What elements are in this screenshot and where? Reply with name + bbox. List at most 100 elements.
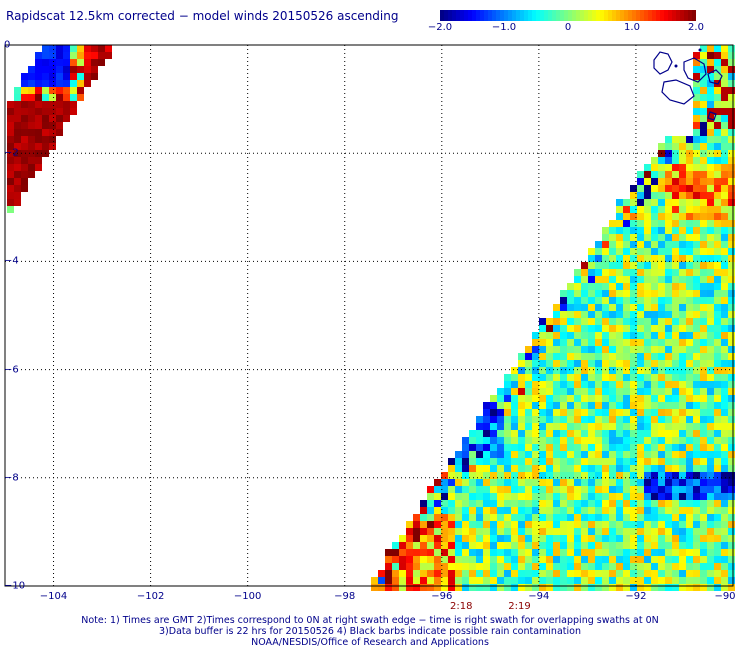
wind-cell (441, 535, 448, 542)
wind-cell (630, 185, 637, 192)
wind-cell (728, 241, 735, 248)
wind-cell (469, 535, 476, 542)
wind-cell (462, 493, 469, 500)
wind-cell (518, 437, 525, 444)
wind-cell (49, 94, 56, 101)
wind-cell (637, 269, 644, 276)
wind-cell (630, 248, 637, 255)
wind-cell (469, 507, 476, 514)
wind-cell (721, 73, 728, 80)
wind-cell (504, 500, 511, 507)
wind-cell (644, 269, 651, 276)
wind-cell (476, 507, 483, 514)
wind-cell (630, 479, 637, 486)
wind-cell (672, 353, 679, 360)
wind-cell (42, 66, 49, 73)
wind-cell (658, 241, 665, 248)
wind-cell (714, 374, 721, 381)
wind-cell (623, 339, 630, 346)
wind-cell (651, 381, 658, 388)
wind-cell (651, 297, 658, 304)
wind-cell (609, 262, 616, 269)
wind-cell (35, 66, 42, 73)
wind-cell (651, 304, 658, 311)
wind-cell (455, 458, 462, 465)
wind-cell (679, 423, 686, 430)
wind-cell (637, 465, 644, 472)
wind-cell (399, 577, 406, 584)
colorbar-swatch (516, 10, 521, 21)
wind-cell (665, 311, 672, 318)
wind-cell (518, 465, 525, 472)
wind-cell (686, 514, 693, 521)
colorbar-swatch (608, 10, 613, 21)
wind-cell (532, 444, 539, 451)
wind-cell (700, 234, 707, 241)
wind-cell (658, 535, 665, 542)
wind-cell (658, 318, 665, 325)
wind-cell (672, 283, 679, 290)
wind-cell (539, 423, 546, 430)
wind-cell (693, 129, 700, 136)
wind-cell (455, 514, 462, 521)
wind-cell (28, 150, 35, 157)
wind-cell (651, 360, 658, 367)
wind-cell (546, 318, 553, 325)
colorbar-swatch (560, 10, 565, 21)
wind-cell (714, 423, 721, 430)
wind-cell (497, 472, 504, 479)
wind-cell (588, 332, 595, 339)
wind-cell (630, 395, 637, 402)
wind-cell (602, 577, 609, 584)
colorbar-swatch (664, 10, 669, 21)
wind-cell (441, 570, 448, 577)
wind-cell (679, 276, 686, 283)
wind-cell (441, 577, 448, 584)
wind-cell (721, 276, 728, 283)
wind-cell (595, 465, 602, 472)
wind-cell (623, 542, 630, 549)
colorbar-swatch (544, 10, 549, 21)
wind-cell (504, 542, 511, 549)
wind-cell (714, 451, 721, 458)
wind-cell (665, 318, 672, 325)
wind-cell (574, 570, 581, 577)
wind-cell (525, 374, 532, 381)
wind-cell (644, 374, 651, 381)
wind-cell (525, 395, 532, 402)
wind-cell (644, 521, 651, 528)
wind-cell (651, 318, 658, 325)
wind-cell (518, 416, 525, 423)
swath-time-label: 2:18 (449, 601, 473, 612)
wind-cell (567, 353, 574, 360)
wind-cell (679, 395, 686, 402)
wind-cell (504, 486, 511, 493)
wind-cell (553, 423, 560, 430)
wind-cell (462, 556, 469, 563)
wind-cell (560, 556, 567, 563)
wind-cell (21, 157, 28, 164)
wind-cell (700, 262, 707, 269)
wind-cell (56, 94, 63, 101)
wind-cell (567, 444, 574, 451)
wind-cell (693, 381, 700, 388)
wind-cell (707, 451, 714, 458)
wind-cell (672, 206, 679, 213)
wind-cell (637, 255, 644, 262)
wind-cell (644, 192, 651, 199)
wind-cell (28, 87, 35, 94)
wind-cell (497, 409, 504, 416)
wind-cell (539, 563, 546, 570)
wind-cell (707, 213, 714, 220)
wind-cell (651, 528, 658, 535)
wind-cell (504, 556, 511, 563)
wind-cell (686, 311, 693, 318)
wind-cell (532, 472, 539, 479)
wind-cell (448, 479, 455, 486)
wind-cell (63, 59, 70, 66)
wind-cell (581, 367, 588, 374)
wind-cell (728, 577, 735, 584)
wind-cell (721, 255, 728, 262)
wind-cell (644, 332, 651, 339)
wind-cell (406, 556, 413, 563)
